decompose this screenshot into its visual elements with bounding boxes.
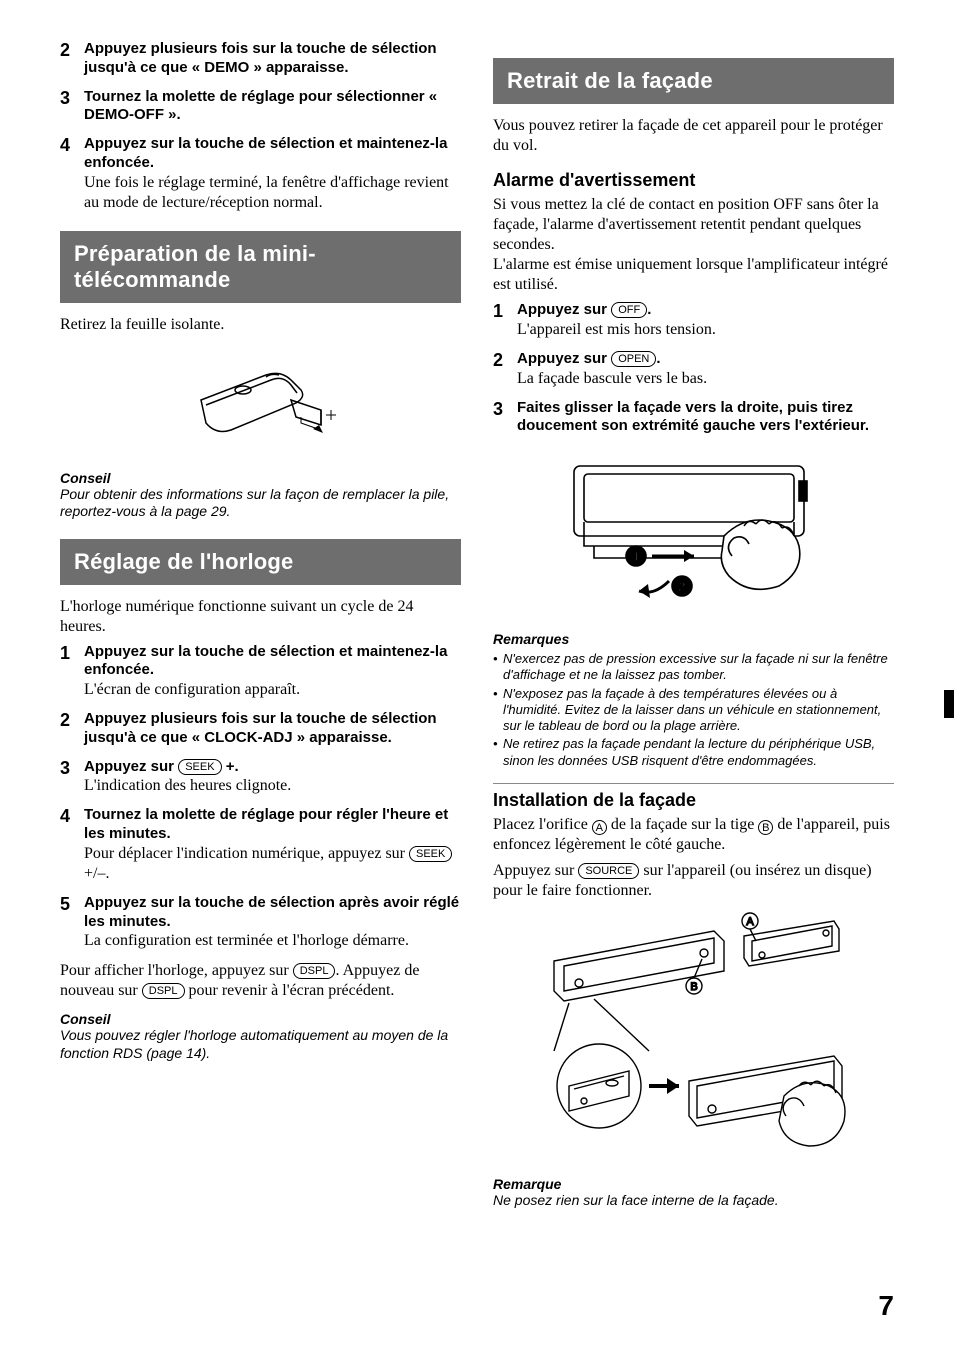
note-text: Ne posez rien sur la face interne de la … <box>493 1192 894 1210</box>
step-text: Appuyez sur la touche de sélection et ma… <box>84 135 461 173</box>
dspl-button-label: DSPL <box>142 983 185 999</box>
edge-tab <box>944 690 954 718</box>
clock-step-5: 5 Appuyez sur la touche de sélection apr… <box>60 894 461 952</box>
step-detail: L'écran de configuration apparaît. <box>84 680 461 700</box>
circle-b-icon: B <box>758 820 773 835</box>
subheading-alarm: Alarme d'avertissement <box>493 170 894 191</box>
source-button-label: SOURCE <box>578 863 639 879</box>
text: de la façade sur la tige <box>607 816 758 833</box>
step-detail: Pour déplacer l'indication numérique, ap… <box>84 844 461 884</box>
tip-label: Conseil <box>60 470 461 486</box>
clock-step-3: 3 Appuyez sur SEEK +. L'indication des h… <box>60 758 461 797</box>
step-detail: L'indication des heures clignote. <box>84 776 461 796</box>
clock-step-2: 2 Appuyez plusieurs fois sur la touche d… <box>60 710 461 748</box>
svg-text:2: 2 <box>678 579 685 594</box>
step-detail: Une fois le réglage terminé, la fenêtre … <box>84 173 461 213</box>
page-columns: 2 Appuyez plusieurs fois sur la touche d… <box>60 40 894 1209</box>
step-number: 2 <box>60 40 84 78</box>
facade-step-3: 3 Faites glisser la façade vers la droit… <box>493 399 894 437</box>
step-number: 3 <box>493 399 517 437</box>
text: Pour afficher l'horloge, appuyez sur <box>60 962 293 979</box>
remark-item: N'exposez pas la façade à des températur… <box>493 686 894 735</box>
step-number: 2 <box>493 350 517 389</box>
dspl-button-label: DSPL <box>293 963 336 979</box>
text-pre: Pour déplacer l'indication numérique, ap… <box>84 845 409 862</box>
seek-button-label: SEEK <box>409 846 452 862</box>
tip-label: Conseil <box>60 1011 461 1027</box>
remarks-label: Remarques <box>493 631 894 647</box>
section-preparation-remote: Préparation de la mini-télécommande <box>60 231 461 303</box>
step-detail: La configuration est terminée et l'horlo… <box>84 931 461 951</box>
step-number: 3 <box>60 88 84 126</box>
step-2: 2 Appuyez plusieurs fois sur la touche d… <box>60 40 461 78</box>
install-text-2: Appuyez sur SOURCE sur l'appareil (ou in… <box>493 861 894 901</box>
step-text: Appuyez sur OPEN. <box>517 350 894 369</box>
clock-intro: L'horloge numérique fonctionne suivant u… <box>60 597 461 637</box>
text: Placez l'orifice <box>493 816 592 833</box>
facade-step-2: 2 Appuyez sur OPEN. La façade bascule ve… <box>493 350 894 389</box>
text: pour revenir à l'écran précédent. <box>185 982 395 999</box>
open-button-label: OPEN <box>611 351 656 367</box>
text-pre: Appuyez sur <box>84 758 178 775</box>
step-text: Appuyez plusieurs fois sur la touche de … <box>84 710 461 748</box>
text-post: . <box>656 350 660 367</box>
text-pre: Appuyez sur <box>517 301 611 318</box>
step-number: 4 <box>60 135 84 213</box>
subheading-install: Installation de la façade <box>493 783 894 811</box>
prep-text: Retirez la feuille isolante. <box>60 315 461 335</box>
clock-step-4: 4 Tournez la molette de réglage pour rég… <box>60 806 461 884</box>
seek-button-label: SEEK <box>178 759 221 775</box>
step-detail: La façade bascule vers le bas. <box>517 369 894 389</box>
right-column: Retrait de la façade Vous pouvez retirer… <box>493 40 894 1209</box>
circle-a-icon: A <box>592 820 607 835</box>
svg-text:B: B <box>690 981 697 993</box>
remarks-list: N'exercez pas de pression excessive sur … <box>493 651 894 769</box>
install-text: Placez l'orifice A de la façade sur la t… <box>493 815 894 855</box>
clock-step-1: 1 Appuyez sur la touche de sélection et … <box>60 643 461 701</box>
step-number: 1 <box>493 301 517 340</box>
facade-step-1: 1 Appuyez sur OFF. L'appareil est mis ho… <box>493 301 894 340</box>
alarm-text: Si vous mettez la clé de contact en posi… <box>493 195 894 295</box>
step-text: Faites glisser la façade vers la droite,… <box>517 399 894 437</box>
step-number: 4 <box>60 806 84 884</box>
text-post: +. <box>222 758 239 775</box>
step-text: Appuyez sur SEEK +. <box>84 758 461 777</box>
left-column: 2 Appuyez plusieurs fois sur la touche d… <box>60 40 461 1209</box>
step-number: 1 <box>60 643 84 701</box>
section-remove-facade: Retrait de la façade <box>493 58 894 104</box>
step-text: Appuyez sur la touche de sélection et ma… <box>84 643 461 681</box>
page-number: 7 <box>878 1290 894 1322</box>
remark-item: N'exercez pas de pression excessive sur … <box>493 651 894 684</box>
step-text: Appuyez sur OFF. <box>517 301 894 320</box>
off-button-label: OFF <box>611 302 647 318</box>
facade-intro: Vous pouvez retirer la façade de cet app… <box>493 116 894 156</box>
step-number: 3 <box>60 758 84 797</box>
tip-text: Vous pouvez régler l'horloge automatique… <box>60 1027 461 1062</box>
clock-outro: Pour afficher l'horloge, appuyez sur DSP… <box>60 961 461 1001</box>
tip-text: Pour obtenir des informations sur la faç… <box>60 486 461 521</box>
text: Appuyez sur <box>493 862 578 879</box>
step-text: Appuyez sur la touche de sélection après… <box>84 894 461 932</box>
step-4: 4 Appuyez sur la touche de sélection et … <box>60 135 461 213</box>
svg-text:A: A <box>746 916 754 928</box>
step-text: Tournez la molette de réglage pour régle… <box>84 806 461 844</box>
remote-illustration <box>60 345 461 460</box>
step-number: 2 <box>60 710 84 748</box>
step-3: 3 Tournez la molette de réglage pour sél… <box>60 88 461 126</box>
step-text: Appuyez plusieurs fois sur la touche de … <box>84 40 461 78</box>
step-text: Tournez la molette de réglage pour sélec… <box>84 88 461 126</box>
install-facade-illustration: A B <box>493 911 894 1166</box>
remove-facade-illustration: 1 2 <box>493 446 894 621</box>
note-label: Remarque <box>493 1176 894 1192</box>
remark-item: Ne retirez pas la façade pendant la lect… <box>493 736 894 769</box>
svg-text:1: 1 <box>632 549 639 564</box>
text-pre: Appuyez sur <box>517 350 611 367</box>
text-post: . <box>647 301 651 318</box>
section-clock: Réglage de l'horloge <box>60 539 461 585</box>
step-detail: L'appareil est mis hors tension. <box>517 320 894 340</box>
step-number: 5 <box>60 894 84 952</box>
text-post: +/–. <box>84 865 109 882</box>
